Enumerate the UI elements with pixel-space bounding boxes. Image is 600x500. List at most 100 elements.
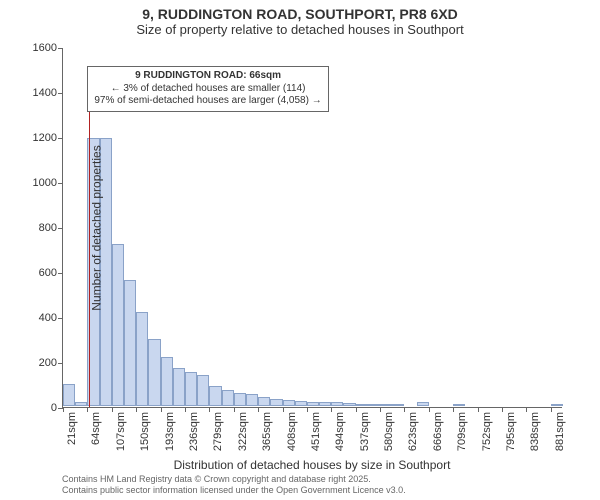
xtick-mark [112, 407, 113, 412]
xtick-mark [87, 407, 88, 412]
ytick-label: 400 [17, 312, 57, 324]
ytick-mark [58, 93, 63, 94]
xtick-label: 64sqm [90, 412, 102, 445]
y-axis-label: Number of detached properties [90, 145, 104, 310]
histogram-bar [380, 404, 392, 406]
ytick-label: 1200 [17, 132, 57, 144]
xtick-label: 709sqm [456, 412, 468, 451]
annotation-line: 97% of semi-detached houses are larger (… [94, 95, 321, 108]
xtick-mark [63, 407, 64, 412]
histogram-bar [551, 404, 563, 406]
histogram-bar [368, 404, 380, 406]
ytick-mark [58, 363, 63, 364]
histogram-bar [417, 402, 429, 406]
xtick-mark [478, 407, 479, 412]
xtick-mark [380, 407, 381, 412]
xtick-mark [551, 407, 552, 412]
histogram-bar [343, 403, 355, 406]
xtick-mark [283, 407, 284, 412]
histogram-bar [148, 339, 160, 407]
histogram-bar [136, 312, 148, 407]
xtick-label: 279sqm [212, 412, 224, 451]
xtick-mark [356, 407, 357, 412]
histogram-bar [124, 280, 136, 406]
annotation-box: 9 RUDDINGTON ROAD: 66sqm← 3% of detached… [87, 66, 328, 112]
page-subtitle: Size of property relative to detached ho… [0, 22, 600, 37]
xtick-label: 752sqm [481, 412, 493, 451]
xtick-label: 365sqm [261, 412, 273, 451]
xtick-label: 537sqm [359, 412, 371, 451]
histogram-bar [209, 386, 221, 406]
xtick-label: 666sqm [432, 412, 444, 451]
histogram-bar [453, 404, 465, 406]
histogram-bar [258, 397, 270, 406]
ytick-label: 0 [17, 402, 57, 414]
xtick-mark [307, 407, 308, 412]
x-axis-label: Distribution of detached houses by size … [62, 458, 562, 472]
ytick-label: 1600 [17, 42, 57, 54]
ytick-mark [58, 138, 63, 139]
histogram-bar [161, 357, 173, 407]
annotation-line: 9 RUDDINGTON ROAD: 66sqm [94, 70, 321, 83]
chart-area: 9 RUDDINGTON ROAD: 66sqm← 3% of detached… [62, 48, 562, 408]
xtick-label: 322sqm [237, 412, 249, 451]
histogram-bar [197, 375, 209, 407]
xtick-label: 193sqm [164, 412, 176, 451]
histogram-bar [270, 399, 282, 406]
xtick-label: 881sqm [554, 412, 566, 451]
ytick-mark [58, 273, 63, 274]
xtick-mark [161, 407, 162, 412]
xtick-mark [234, 407, 235, 412]
ytick-mark [58, 48, 63, 49]
ytick-mark [58, 183, 63, 184]
xtick-label: 236sqm [188, 412, 200, 451]
histogram-bar [295, 401, 307, 406]
ytick-label: 200 [17, 357, 57, 369]
xtick-label: 451sqm [310, 412, 322, 451]
histogram-bar [356, 404, 368, 406]
histogram-bar [112, 244, 124, 406]
page-title: 9, RUDDINGTON ROAD, SOUTHPORT, PR8 6XD [0, 6, 600, 22]
xtick-mark [185, 407, 186, 412]
footer-attribution: Contains HM Land Registry data © Crown c… [62, 474, 406, 496]
xtick-mark [453, 407, 454, 412]
histogram-bar [185, 372, 197, 406]
ytick-mark [58, 318, 63, 319]
footer-line-1: Contains HM Land Registry data © Crown c… [62, 474, 406, 485]
histogram-bar [75, 402, 87, 407]
histogram-bar [246, 394, 258, 406]
histogram-bar [283, 400, 295, 406]
histogram-bar [63, 384, 75, 407]
xtick-label: 580sqm [383, 412, 395, 451]
histogram-bar [392, 404, 404, 406]
histogram-bar [234, 393, 246, 407]
ytick-label: 1400 [17, 87, 57, 99]
xtick-mark [526, 407, 527, 412]
xtick-label: 107sqm [115, 412, 127, 451]
xtick-mark [331, 407, 332, 412]
xtick-mark [209, 407, 210, 412]
histogram-bar [173, 368, 185, 406]
xtick-label: 623sqm [407, 412, 419, 451]
xtick-mark [429, 407, 430, 412]
xtick-label: 494sqm [334, 412, 346, 451]
xtick-mark [258, 407, 259, 412]
ytick-label: 800 [17, 222, 57, 234]
footer-line-2: Contains public sector information licen… [62, 485, 406, 496]
histogram-bar [222, 390, 234, 406]
xtick-label: 408sqm [286, 412, 298, 451]
ytick-mark [58, 228, 63, 229]
histogram-bar [319, 402, 331, 406]
xtick-mark [404, 407, 405, 412]
ytick-label: 600 [17, 267, 57, 279]
xtick-label: 795sqm [505, 412, 517, 451]
histogram-bar [307, 402, 319, 407]
xtick-label: 21sqm [66, 412, 78, 445]
histogram-bar [331, 402, 343, 406]
plot-area: 9 RUDDINGTON ROAD: 66sqm← 3% of detached… [62, 48, 562, 408]
xtick-mark [502, 407, 503, 412]
xtick-mark [136, 407, 137, 412]
xtick-label: 150sqm [139, 412, 151, 451]
xtick-label: 838sqm [529, 412, 541, 451]
ytick-label: 1000 [17, 177, 57, 189]
